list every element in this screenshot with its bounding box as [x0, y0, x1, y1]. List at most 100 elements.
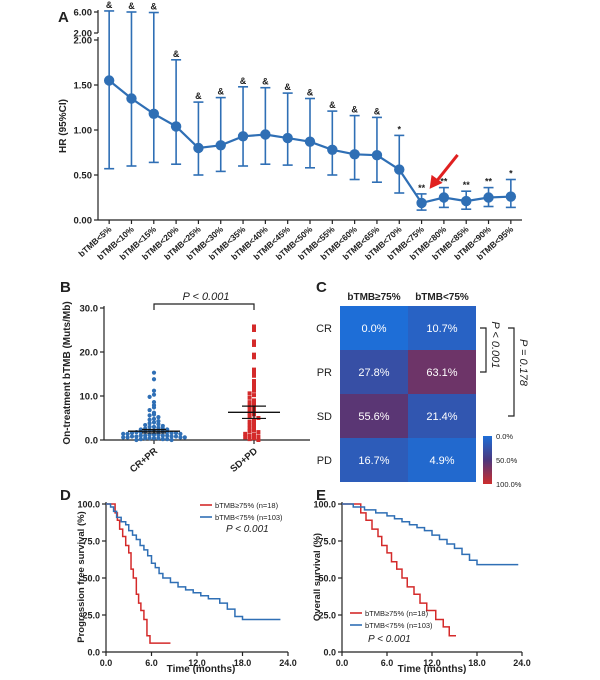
panel-a-hr-point [483, 192, 494, 203]
panel-b-point-sdpd [247, 426, 252, 431]
panel-a-y-tick-label: 0.50 [74, 171, 93, 182]
km-y-tick-label: 25.0 [318, 611, 336, 621]
panel-b-point-sdpd [247, 419, 252, 424]
panel-b-point-sdpd [252, 328, 256, 332]
panel-c-colorbar-label: 100.0% [496, 480, 522, 489]
panel-b-ylabel: On-treatment bTMB (Muts/Mb) [62, 301, 73, 444]
km-x-tick-label: 18.0 [468, 658, 486, 668]
panel-b-point-sdpd [252, 371, 256, 376]
km-legend-label: bTMB<75% (n=103) [215, 513, 283, 522]
panel-c-column-header: bTMB≥75% [347, 292, 400, 303]
panel-b-point-crpr [160, 433, 165, 438]
panel-b-point-crpr [169, 434, 174, 439]
panel-b-point-sdpd [252, 324, 256, 329]
panel-b-point-crpr [143, 436, 148, 441]
panel-a-hr-point [215, 140, 226, 151]
panel-label-d: D [60, 487, 71, 504]
panel-a-hr-point [505, 191, 517, 202]
panel-b-point-crpr [156, 422, 161, 427]
panel-c-cell-label: 0.0% [361, 323, 386, 335]
panel-b-point-crpr [169, 430, 174, 436]
panel-a-hr-point [237, 131, 249, 142]
km-x-tick-label: 6.0 [381, 658, 394, 668]
panel-b-point-crpr [156, 418, 161, 424]
panel-b-point-sdpd [252, 398, 256, 403]
panel-c-colorbar-label: 50.0% [496, 456, 518, 465]
panel-a-hr-point [148, 108, 159, 120]
panel-a-forest-plot: HR (95%CI) 0.000.501.001.502.002.006.00b… [58, 0, 522, 262]
km-y-tick-label: 75.0 [82, 537, 100, 547]
panel-b-y-tick-label: 30.0 [80, 304, 99, 315]
panel-b-point-crpr [151, 436, 157, 441]
panel-c-row-label: CR [316, 323, 332, 335]
panel-b-point-crpr [129, 430, 135, 436]
panel-b-point-crpr [173, 430, 179, 436]
panel-b-point-sdpd [247, 423, 252, 428]
panel-b-point-sdpd [252, 432, 256, 437]
panel-b-y-tick-label: 20.0 [80, 348, 99, 359]
panel-b-point-sdpd [256, 430, 261, 435]
panel-c-cell [340, 306, 408, 350]
panel-b-point-sdpd [252, 342, 256, 347]
km-y-tick-label: 50.0 [318, 574, 336, 584]
panel-e-pvalue: P < 0.001 [368, 634, 411, 645]
panel-c-cell-label: 21.4% [426, 411, 457, 423]
panel-b-point-crpr [147, 421, 152, 426]
panel-b-point-crpr [121, 435, 126, 440]
panel-b-point-crpr [125, 431, 130, 436]
panel-a-hr-point [103, 75, 115, 86]
panel-b-point-crpr [138, 433, 143, 438]
panel-a-y-tick-label: 0.00 [74, 216, 93, 227]
panel-c-cell [340, 350, 408, 394]
panel-b-point-crpr [143, 422, 148, 428]
panel-b-point-sdpd [247, 429, 252, 434]
panel-b-point-crpr [151, 405, 157, 410]
panel-label-b: B [60, 279, 71, 296]
panel-c-colorbar [483, 436, 492, 484]
panel-a-ylabel: HR (95%CI) [58, 99, 69, 153]
panel-b-point-sdpd [247, 395, 252, 400]
panel-a-hr-point [282, 132, 293, 144]
panel-b-point-crpr [121, 431, 126, 436]
panel-c-cell-label: 16.7% [358, 455, 389, 467]
panel-c-cell [408, 394, 476, 438]
panel-c-pvalue-inner: P < 0.001 [489, 321, 501, 368]
panel-c-cell [340, 394, 408, 438]
panel-b-point-sdpd [243, 435, 248, 440]
panel-a-hr-point [371, 150, 383, 161]
panel-b-point-crpr [169, 437, 174, 443]
km-y-tick-label: 50.0 [82, 574, 100, 584]
panel-b-point-crpr [134, 437, 139, 443]
panel-b-point-sdpd [256, 438, 261, 442]
panel-c-cell-label: 55.6% [358, 411, 389, 423]
panel-d-xlabel: Time (months) [167, 664, 236, 675]
panel-c-colorbar-label: 0.0% [496, 432, 513, 441]
panel-a-y-tick-label: 2.00 [74, 29, 93, 40]
km-y-tick-label: 100.0 [313, 500, 336, 510]
panel-b-point-crpr [151, 400, 157, 405]
km-x-tick-label: 0.0 [100, 658, 113, 668]
panel-b-point-sdpd [252, 367, 256, 372]
km-x-tick-label: 24.0 [279, 658, 297, 668]
panel-b-point-crpr [147, 394, 152, 399]
panel-a-significance-mark: & [240, 76, 247, 86]
panel-b-point-sdpd [252, 381, 256, 386]
panel-b-point-crpr [151, 392, 157, 397]
panel-d-ylabel: Progression free survival (%) [76, 511, 87, 642]
panel-b-dot-plot: On-treatment bTMB (Muts/Mb) P < 0.001 0.… [62, 291, 310, 475]
panel-b-point-crpr [156, 432, 161, 437]
panel-d-pvalue: P < 0.001 [226, 524, 269, 535]
panel-b-point-crpr [138, 437, 143, 442]
panel-b-point-sdpd [252, 421, 256, 426]
panel-a-hr-point [304, 136, 316, 147]
km-x-tick-label: 12.0 [423, 658, 441, 668]
panel-b-point-crpr [147, 424, 152, 429]
panel-b-point-crpr [156, 436, 161, 441]
panel-a-significance-mark: & [217, 87, 224, 97]
panel-a-y-tick-label: 1.50 [74, 81, 93, 92]
panel-a-y-tick-label: 2.00 [74, 36, 93, 47]
panel-a-significance-mark: & [106, 0, 113, 10]
km-curve-high-btmb [342, 503, 456, 637]
panel-a-significance-mark: ** [485, 177, 493, 187]
panel-b-point-sdpd [252, 428, 256, 433]
